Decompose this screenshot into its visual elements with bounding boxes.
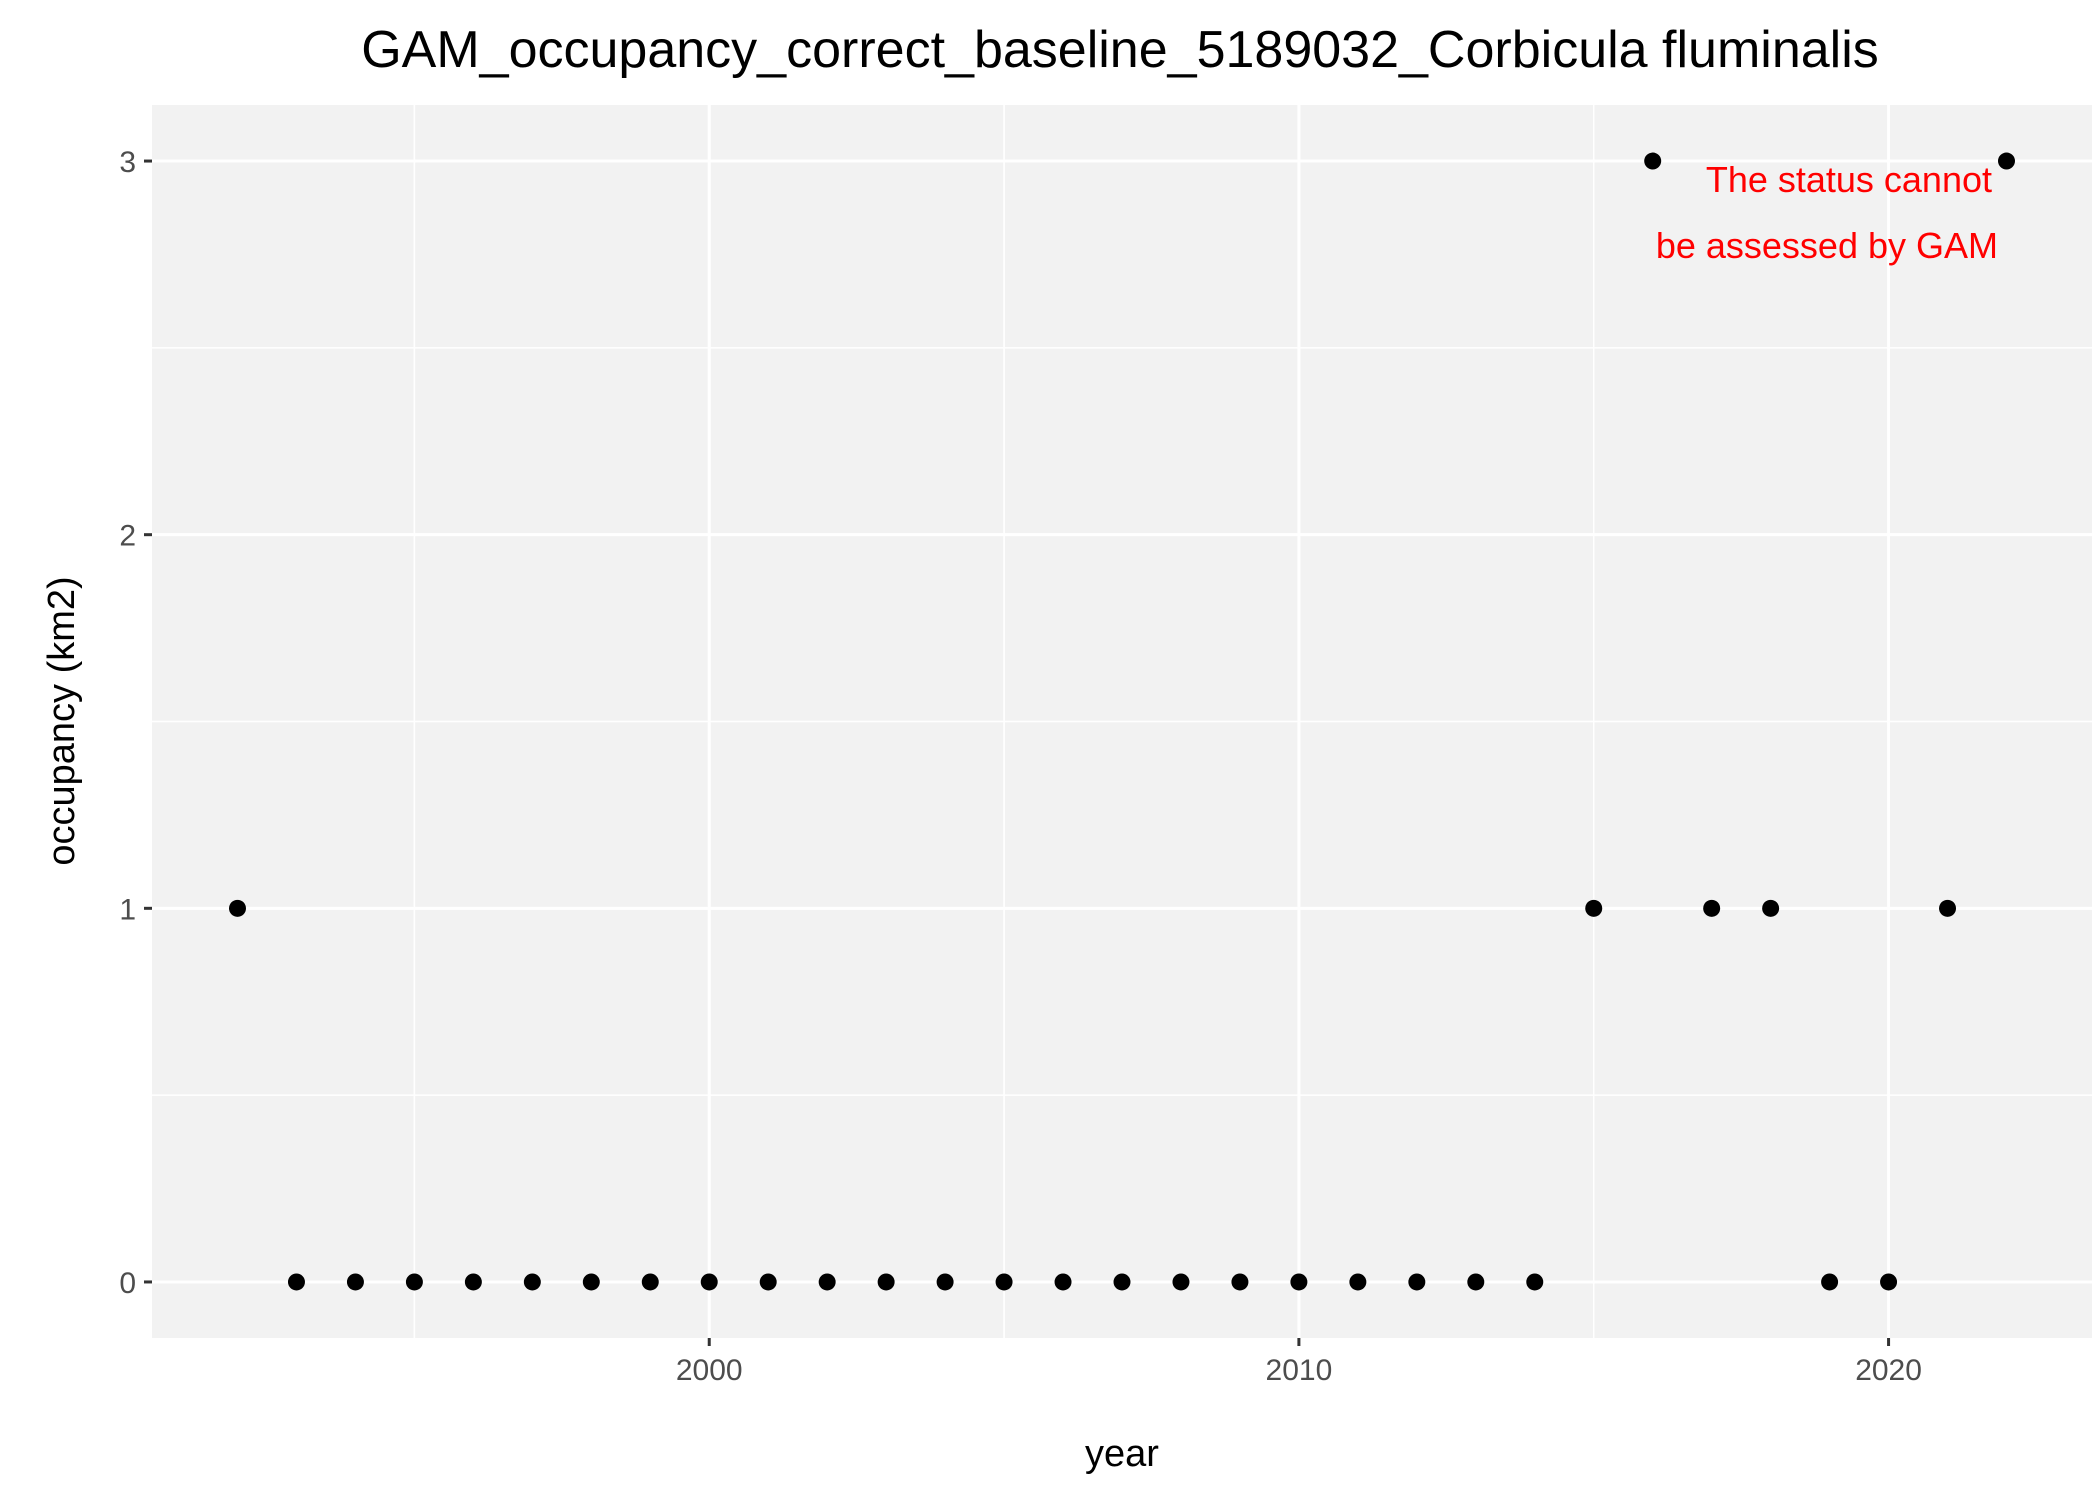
data-point — [641, 1273, 659, 1291]
x-tick-label: 2020 — [1855, 1354, 1922, 1387]
data-point — [818, 1273, 836, 1291]
grid-minor — [152, 105, 2092, 1338]
x-tick-label: 2000 — [676, 1354, 743, 1387]
data-point — [1939, 899, 1957, 917]
data-point — [1172, 1273, 1190, 1291]
x-tick-label: 2010 — [1266, 1354, 1333, 1387]
y-tick-label: 0 — [119, 1267, 136, 1300]
data-point — [1290, 1273, 1308, 1291]
data-point — [1585, 899, 1603, 917]
data-point — [1231, 1273, 1249, 1291]
y-tick-label: 3 — [119, 146, 136, 179]
data-point — [229, 899, 247, 917]
y-tick-label: 2 — [119, 520, 136, 553]
data-point — [1821, 1273, 1839, 1291]
data-point — [405, 1273, 423, 1291]
data-point — [1644, 152, 1662, 170]
x-axis: 2000 2010 2020 — [676, 1338, 1922, 1387]
data-point — [287, 1273, 305, 1291]
data-points — [229, 152, 2015, 1291]
data-point — [1113, 1273, 1131, 1291]
annotation-line-1: The status cannot — [1706, 159, 1992, 200]
y-tick-label: 1 — [119, 893, 136, 926]
data-point — [1997, 152, 2015, 170]
data-point — [700, 1273, 718, 1291]
data-point — [523, 1273, 541, 1291]
data-point — [1526, 1273, 1544, 1291]
data-point — [582, 1273, 600, 1291]
chart-title: GAM_occupancy_correct_baseline_5189032_C… — [361, 21, 1879, 79]
data-point — [1703, 899, 1721, 917]
data-point — [1880, 1273, 1898, 1291]
data-point — [1408, 1273, 1426, 1291]
data-point — [877, 1273, 895, 1291]
data-point — [346, 1273, 364, 1291]
data-point — [1349, 1273, 1367, 1291]
data-point — [1762, 899, 1780, 917]
annotation-line-2: be assessed by GAM — [1656, 225, 1998, 266]
x-axis-title: year — [1085, 1433, 1159, 1475]
data-point — [759, 1273, 777, 1291]
y-axis: 0 1 2 3 — [119, 146, 152, 1300]
data-point — [464, 1273, 482, 1291]
y-axis-title: occupancy (km2) — [41, 576, 83, 865]
data-point — [936, 1273, 954, 1291]
grid-major — [152, 105, 2092, 1338]
data-point — [1054, 1273, 1072, 1291]
data-point — [995, 1273, 1013, 1291]
data-point — [1467, 1273, 1485, 1291]
